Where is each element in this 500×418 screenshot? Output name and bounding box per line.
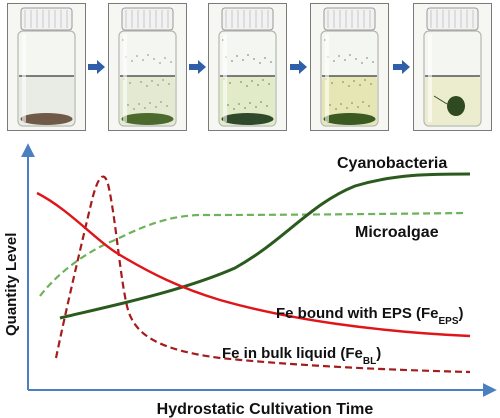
- vial-icon: [109, 4, 186, 130]
- y-axis-label: Quantity Level: [3, 233, 20, 336]
- photo-sequence: [0, 0, 500, 135]
- quantity-time-diagram: Quantity Level Hydrostatic Cultivation T…: [0, 140, 500, 418]
- vial-photo-5: [413, 3, 492, 131]
- cyanobacteria-curve: [60, 174, 470, 318]
- fe-bl-label: Fe in bulk liquid (FeBL): [222, 345, 381, 367]
- right-arrow-icon: [88, 60, 106, 74]
- x-axis-label: Hydrostatic Cultivation Time: [157, 401, 374, 418]
- vial-photo-2: [108, 3, 187, 131]
- fe-eps-label: Fe bound with EPS (FeEPS): [276, 305, 464, 327]
- vial-photo-3: [208, 3, 287, 131]
- right-arrow-icon: [290, 60, 308, 74]
- vial-icon: [414, 4, 491, 130]
- cyanobacteria-label: Cyanobacteria: [337, 155, 447, 172]
- microalgae-label: Microalgae: [355, 224, 439, 241]
- fe-bl-curve: [56, 177, 470, 372]
- vial-photo-4: [310, 3, 389, 131]
- vial-photo-1: [7, 3, 86, 131]
- right-arrow-icon: [393, 60, 411, 74]
- vial-icon: [209, 4, 286, 130]
- vial-icon: [311, 4, 388, 130]
- vial-icon: [8, 4, 85, 130]
- right-arrow-icon: [189, 60, 207, 74]
